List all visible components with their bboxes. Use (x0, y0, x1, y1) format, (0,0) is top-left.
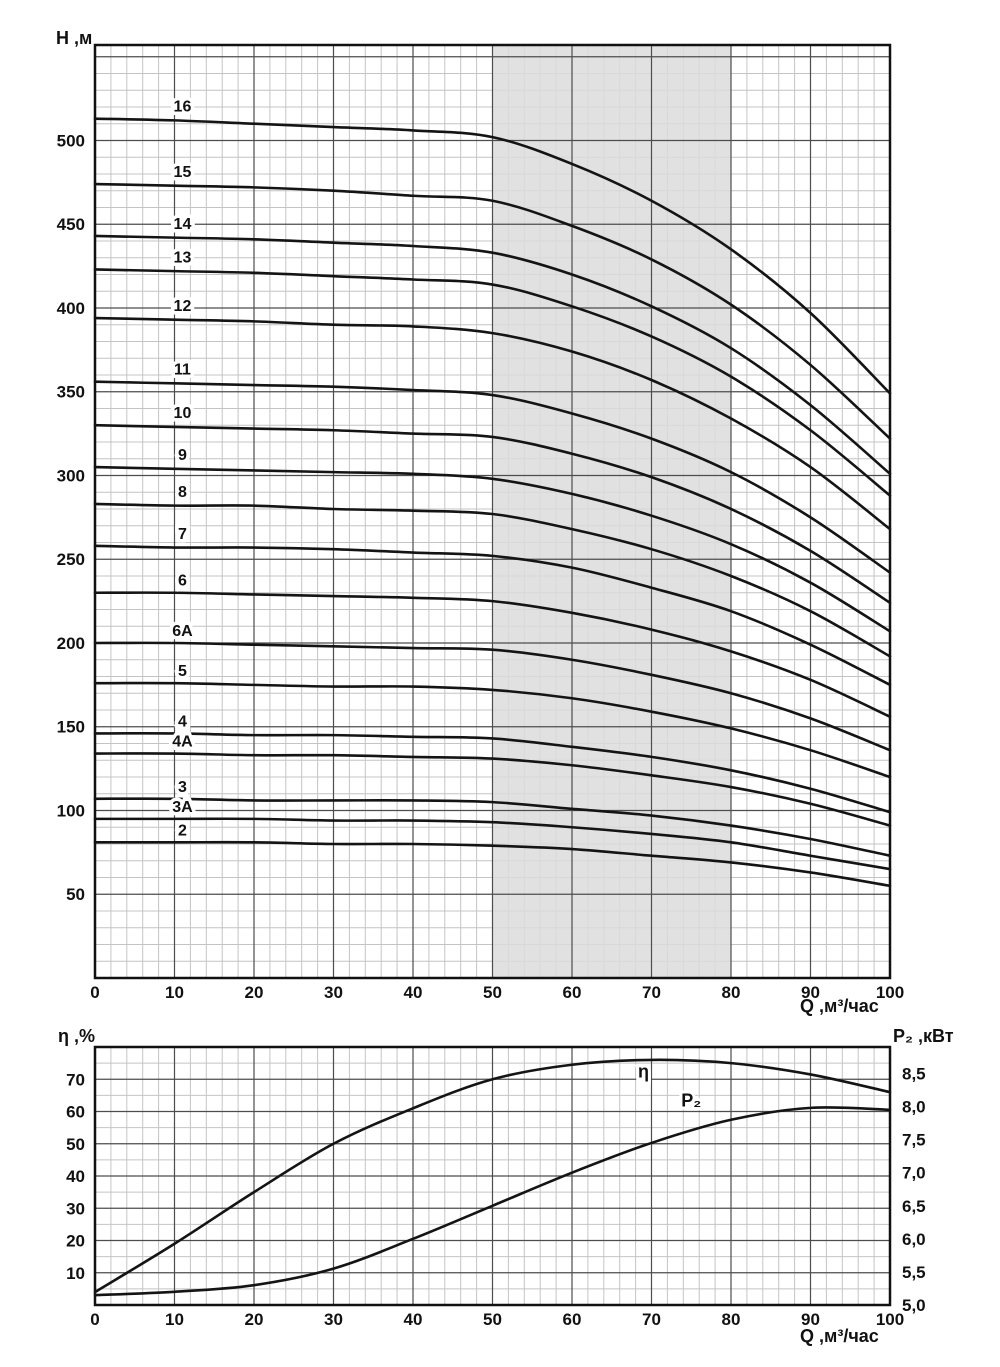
svg-text:90: 90 (801, 983, 820, 1002)
bottom-chart-x-axis-title: Q ,м³/час (800, 1326, 879, 1346)
svg-text:13: 13 (174, 249, 192, 266)
svg-text:100: 100 (876, 983, 904, 1002)
svg-text:150: 150 (57, 718, 85, 737)
svg-text:7,0: 7,0 (902, 1164, 926, 1183)
svg-text:6A: 6A (172, 623, 193, 640)
svg-text:70: 70 (66, 1070, 85, 1089)
svg-text:60: 60 (563, 983, 582, 1002)
svg-text:50: 50 (483, 983, 502, 1002)
svg-text:7: 7 (178, 526, 187, 543)
svg-text:20: 20 (245, 983, 264, 1002)
svg-text:500: 500 (57, 131, 85, 150)
svg-text:80: 80 (722, 983, 741, 1002)
svg-text:350: 350 (57, 383, 85, 402)
svg-text:3: 3 (178, 779, 187, 796)
svg-text:η: η (638, 1062, 649, 1082)
svg-text:40: 40 (404, 983, 423, 1002)
bottom-chart-left-axis-title: η ,% (58, 1026, 96, 1046)
svg-text:90: 90 (801, 1310, 820, 1329)
svg-text:8,0: 8,0 (902, 1098, 926, 1117)
svg-text:4: 4 (178, 713, 187, 730)
svg-text:6: 6 (178, 573, 187, 590)
svg-text:50: 50 (483, 1310, 502, 1329)
svg-text:60: 60 (66, 1103, 85, 1122)
svg-text:50: 50 (66, 885, 85, 904)
svg-text:5,5: 5,5 (902, 1263, 926, 1282)
svg-text:10: 10 (66, 1264, 85, 1283)
svg-text:9: 9 (178, 447, 187, 464)
bottom-chart-right-axis-title: Р₂ ,кВт (893, 1026, 954, 1046)
svg-text:12: 12 (174, 298, 192, 315)
svg-text:40: 40 (66, 1167, 85, 1186)
svg-text:16: 16 (174, 99, 192, 116)
svg-text:20: 20 (66, 1232, 85, 1251)
svg-text:5: 5 (178, 663, 187, 680)
svg-text:10: 10 (174, 405, 192, 422)
svg-text:100: 100 (876, 1310, 904, 1329)
svg-text:300: 300 (57, 466, 85, 485)
svg-text:100: 100 (57, 801, 85, 820)
svg-text:400: 400 (57, 299, 85, 318)
svg-text:2: 2 (178, 822, 187, 839)
svg-text:80: 80 (722, 1310, 741, 1329)
svg-text:8,5: 8,5 (902, 1064, 926, 1083)
svg-text:70: 70 (642, 1310, 661, 1329)
svg-text:11: 11 (174, 362, 191, 379)
svg-text:P₂: P₂ (681, 1091, 701, 1111)
svg-text:250: 250 (57, 550, 85, 569)
svg-text:4A: 4A (172, 734, 193, 751)
svg-text:10: 10 (165, 1310, 184, 1329)
svg-text:50: 50 (66, 1135, 85, 1154)
svg-text:15: 15 (174, 164, 192, 181)
svg-text:30: 30 (324, 1310, 343, 1329)
svg-text:3A: 3A (172, 799, 193, 816)
svg-text:30: 30 (66, 1199, 85, 1218)
svg-text:70: 70 (642, 983, 661, 1002)
svg-text:5,0: 5,0 (902, 1296, 926, 1315)
svg-text:14: 14 (174, 216, 192, 233)
svg-text:20: 20 (245, 1310, 264, 1329)
svg-text:0: 0 (90, 983, 99, 1002)
top-chart-x-axis-title: Q ,м³/час (800, 996, 879, 1016)
svg-text:450: 450 (57, 215, 85, 234)
top-chart-y-axis-title: Н ,м (56, 28, 93, 48)
svg-text:7,5: 7,5 (902, 1131, 926, 1150)
svg-text:200: 200 (57, 634, 85, 653)
svg-text:8: 8 (178, 484, 187, 501)
svg-text:40: 40 (404, 1310, 423, 1329)
svg-text:60: 60 (563, 1310, 582, 1329)
svg-text:0: 0 (90, 1310, 99, 1329)
svg-text:10: 10 (165, 983, 184, 1002)
svg-text:6,0: 6,0 (902, 1230, 926, 1249)
svg-text:6,5: 6,5 (902, 1197, 926, 1216)
svg-text:30: 30 (324, 983, 343, 1002)
